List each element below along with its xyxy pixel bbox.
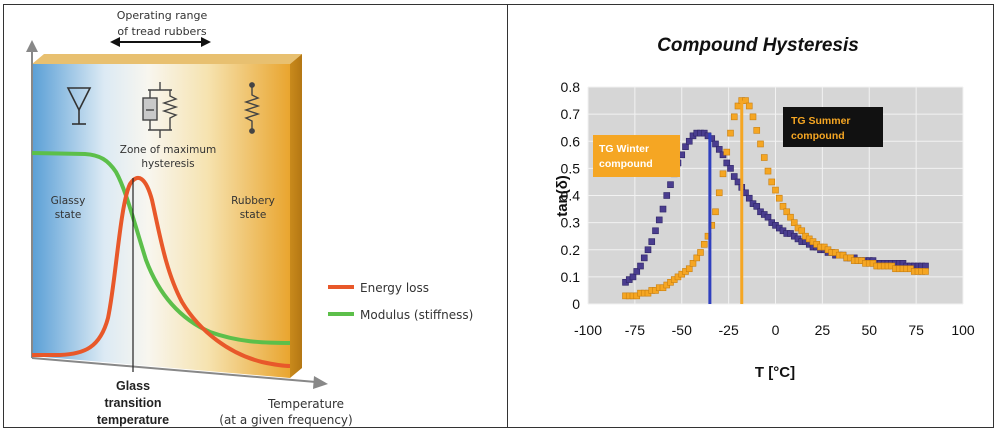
operating-range-right-arrow-icon <box>201 37 211 47</box>
glass-transition-line2: transition <box>105 396 162 410</box>
temperature-label-line2: (at a given frequency) <box>219 413 352 427</box>
energy-loss-curve <box>32 176 291 368</box>
zone-label-line1: Zone of maximum <box>120 144 216 156</box>
spring-icon <box>243 82 261 134</box>
figure-frame <box>3 4 994 428</box>
panel-background <box>32 64 290 378</box>
operating-range-line1: Operating range <box>117 9 208 22</box>
hysteresis-schematic: Operating range of tread rubbers Zone of… <box>26 9 473 427</box>
panel-divider <box>507 4 508 428</box>
temperature-label-line1: Temperature <box>267 397 344 411</box>
glassy-label-line2: state <box>55 209 82 221</box>
rubbery-label-line2: state <box>240 209 267 221</box>
legend-energy-loss-label: Energy loss <box>360 281 429 295</box>
rubbery-label-line1: Rubbery <box>231 195 275 207</box>
zone-label-line2: hysteresis <box>141 158 194 170</box>
dashpot-spring-icon <box>142 82 179 138</box>
glass-icon <box>66 87 92 125</box>
modulus-curve <box>31 151 291 345</box>
legend-modulus-label: Modulus (stiffness) <box>360 308 473 322</box>
y-axis-arrow-icon <box>26 40 38 52</box>
x-axis-arrow-icon <box>313 376 328 389</box>
x-axis <box>31 357 317 383</box>
glass-transition-line1: Glass <box>116 379 150 393</box>
operating-range-left-arrow-icon <box>110 37 120 47</box>
glass-transition-line3: temperature <box>97 413 169 427</box>
panel-side-edge <box>290 54 302 378</box>
glassy-label-line1: Glassy <box>51 195 86 207</box>
panel-top-edge <box>32 54 302 64</box>
operating-range-line2: of tread rubbers <box>117 25 206 38</box>
